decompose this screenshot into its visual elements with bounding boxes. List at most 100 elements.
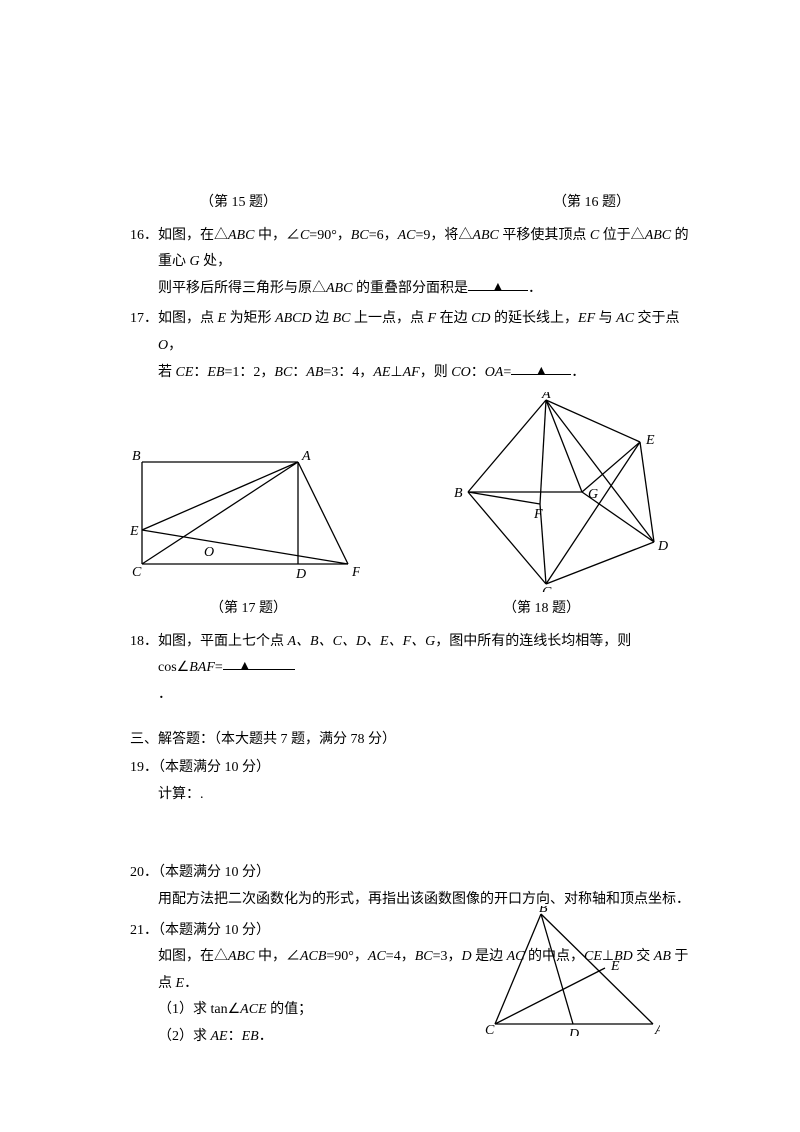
- t: AC: [368, 949, 386, 964]
- t: D: [462, 949, 472, 964]
- t: F: [428, 311, 437, 326]
- t: =90°，: [326, 949, 368, 964]
- svg-text:A: A: [301, 449, 311, 464]
- svg-text:E: E: [130, 524, 139, 539]
- t: AE: [211, 1029, 228, 1044]
- t: 如图，平面上七个点: [158, 634, 288, 649]
- t: 与: [595, 311, 616, 326]
- t: =1：2，: [225, 365, 275, 380]
- problem-18-end: ．: [130, 682, 690, 709]
- figure-21-svg: CABDE: [485, 906, 660, 1036]
- svg-text:A: A: [654, 1023, 660, 1036]
- t: AE: [373, 365, 390, 380]
- t: BC: [333, 311, 351, 326]
- problem-18-line: 18．如图，平面上七个点 A、B、C、D、E、F、G，图中所有的连线长均相等，则…: [130, 629, 690, 682]
- svg-text:C: C: [132, 565, 142, 580]
- problem-19-line1: 19．（本题满分 10 分）: [130, 755, 690, 782]
- triangle-marker: ▲: [534, 359, 548, 386]
- t: C: [300, 228, 309, 243]
- svg-text:G: G: [588, 487, 598, 502]
- blank-18: ▲: [223, 655, 295, 670]
- blank-17: ▲: [511, 360, 571, 375]
- t: BAF: [189, 660, 215, 675]
- t: =9，将△: [415, 228, 472, 243]
- problem-18: 18．如图，平面上七个点 A、B、C、D、E、F、G，图中所有的连线长均相等，则…: [130, 629, 690, 709]
- t: O: [158, 338, 168, 353]
- t: AC: [616, 311, 634, 326]
- t: ACB: [300, 949, 326, 964]
- t: 的重叠部分面积是: [352, 281, 468, 296]
- problem-19-line2: 计算：.: [130, 782, 690, 809]
- t: ABC: [228, 228, 254, 243]
- problem-20-line1: 20．（本题满分 10 分）: [130, 860, 690, 887]
- t: =4，: [386, 949, 415, 964]
- t: 中，∠: [254, 228, 300, 243]
- p19-num: 19．: [130, 760, 158, 775]
- t: =3，: [433, 949, 462, 964]
- figure-17-svg: B A C D E F O: [130, 442, 360, 592]
- t: 交于点: [634, 311, 680, 326]
- t: 为矩形: [226, 311, 275, 326]
- t: E: [218, 311, 227, 326]
- problem-16: 16．如图，在△ABC 中，∠C=90°，BC=6，AC=9，将△ABC 平移使…: [130, 223, 690, 303]
- t: =6，: [369, 228, 398, 243]
- problem-19: 19．（本题满分 10 分） 计算：.: [130, 755, 690, 808]
- t: ：: [292, 365, 306, 380]
- t: ．: [158, 687, 172, 702]
- t: =90°，: [309, 228, 351, 243]
- svg-text:D: D: [657, 539, 668, 554]
- t: AB: [306, 365, 323, 380]
- t: EF: [578, 311, 595, 326]
- t: （本题满分 10 分）: [158, 923, 270, 938]
- t: AF: [403, 365, 420, 380]
- t: ．: [259, 1029, 273, 1044]
- svg-text:B: B: [132, 449, 141, 464]
- figure-18: ABCDEFG: [440, 392, 690, 592]
- t: ：: [471, 365, 485, 380]
- caption-15: （第 15 题）: [200, 190, 277, 217]
- problem-17: 17．如图，点 E 为矩形 ABCD 边 BC 上一点，点 F 在边 CD 的延…: [130, 306, 690, 386]
- t: CD: [471, 311, 490, 326]
- caption-17: （第 17 题）: [210, 596, 287, 623]
- figure-18-svg: ABCDEFG: [440, 392, 680, 592]
- t: ．: [184, 976, 198, 991]
- caption-18: （第 18 题）: [503, 596, 580, 623]
- t: =: [503, 365, 511, 380]
- svg-text:D: D: [295, 567, 306, 582]
- t: ⊥: [390, 365, 402, 380]
- t: 如图，点: [158, 311, 218, 326]
- t: A、B、C、D、E、F、G: [288, 634, 436, 649]
- t: （1）求 tan∠: [158, 1002, 240, 1017]
- t: 处，: [200, 254, 232, 269]
- triangle-marker: ▲: [491, 275, 505, 302]
- t: OA: [485, 365, 504, 380]
- t: 若: [158, 365, 176, 380]
- t: ABCD: [275, 311, 312, 326]
- t: ，: [168, 338, 182, 353]
- svg-text:B: B: [454, 486, 463, 501]
- t: G: [190, 254, 200, 269]
- t: ABC: [645, 228, 671, 243]
- caption-16: （第 16 题）: [553, 190, 630, 217]
- p20-num: 20．: [130, 865, 158, 880]
- t: 位于△: [599, 228, 645, 243]
- t: 则平移后所得三角形与原△: [158, 281, 326, 296]
- t: （本题满分 10 分）: [158, 760, 270, 775]
- t: 如图，在△: [158, 949, 228, 964]
- spacer: [130, 812, 690, 860]
- problem-17-line1: 17．如图，点 E 为矩形 ABCD 边 BC 上一点，点 F 在边 CD 的延…: [130, 306, 690, 359]
- t: 的延长线上，: [491, 311, 579, 326]
- t: ：: [193, 365, 207, 380]
- figure-21: CABDE: [485, 906, 660, 1036]
- t: C: [590, 228, 599, 243]
- t: CE: [176, 365, 194, 380]
- blank-16: ▲: [468, 276, 528, 291]
- t: =3：4，: [323, 365, 373, 380]
- svg-text:O: O: [204, 545, 214, 560]
- svg-text:C: C: [485, 1023, 495, 1036]
- t: （2）求: [158, 1029, 211, 1044]
- svg-text:F: F: [351, 565, 360, 580]
- page: （第 15 题） （第 16 题） 16．如图，在△ABC 中，∠C=90°，B…: [0, 0, 800, 1132]
- svg-text:A: A: [541, 392, 551, 402]
- caption-row-17-18: （第 17 题） （第 18 题）: [130, 596, 690, 623]
